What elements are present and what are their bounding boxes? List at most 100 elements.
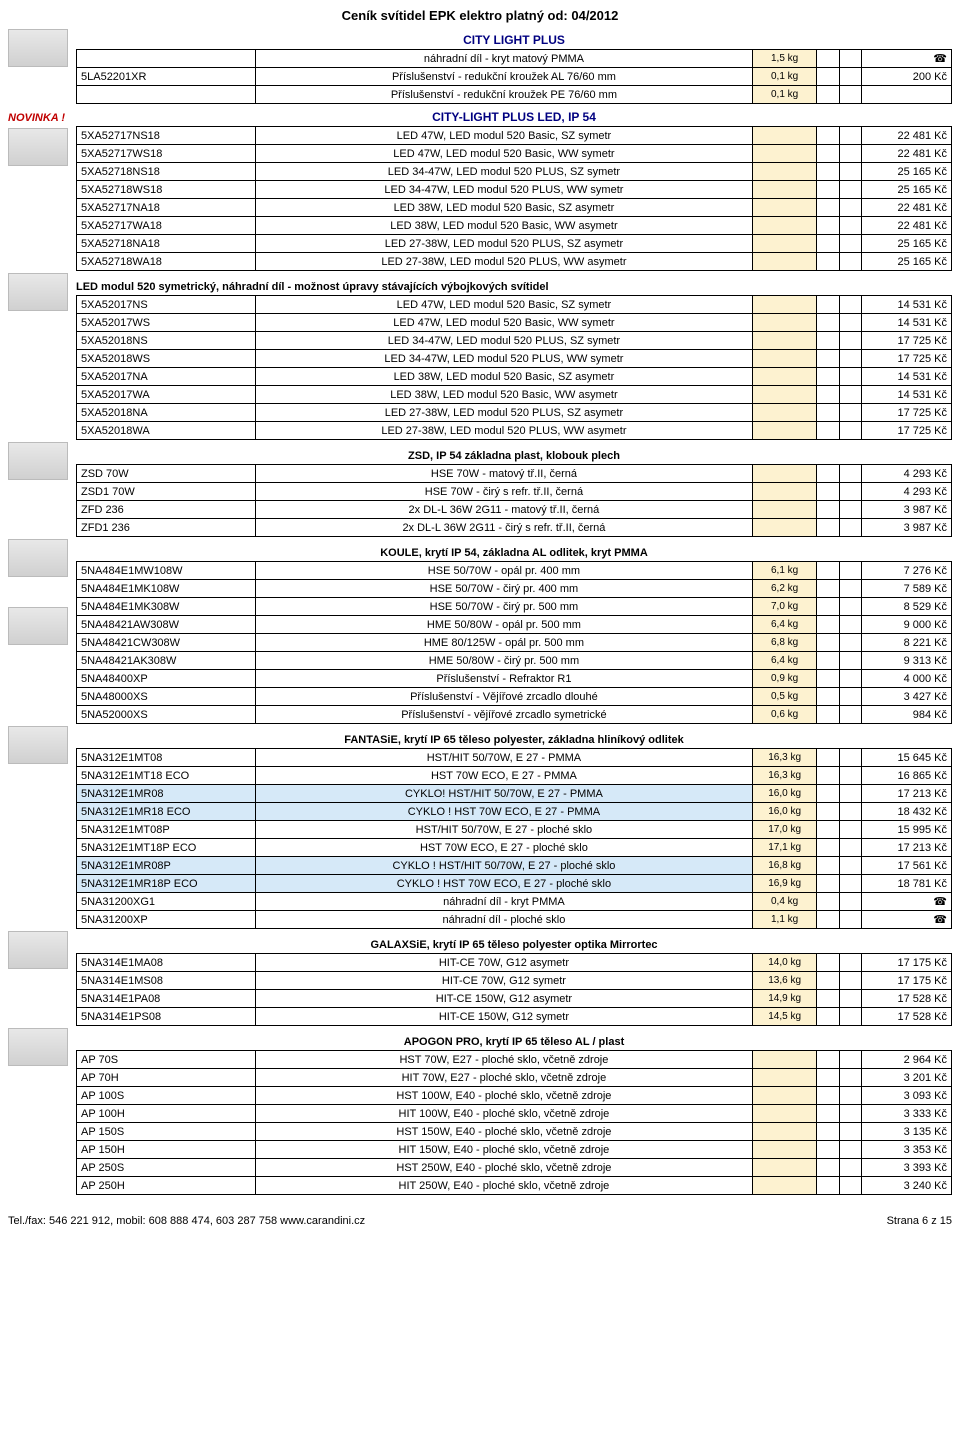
cell: 15 995 Kč bbox=[861, 821, 951, 839]
table-row: 5NA314E1MA08HIT-CE 70W, G12 asymetr14,0 … bbox=[77, 954, 952, 972]
table-row: 5XA52718NS18LED 34-47W, LED modul 520 PL… bbox=[77, 163, 952, 181]
cell bbox=[817, 386, 839, 404]
table-row: 5NA312E1MR18 ECOCYKLO ! HST 70W ECO, E 2… bbox=[77, 803, 952, 821]
cell: Příslušenství - Refraktor R1 bbox=[256, 670, 753, 688]
cell bbox=[817, 314, 839, 332]
cell: 22 481 Kč bbox=[861, 199, 951, 217]
cell bbox=[752, 483, 817, 501]
cell: 14 531 Kč bbox=[861, 296, 951, 314]
table-row: 5NA48421AW308WHME 50/80W - opál pr. 500 … bbox=[77, 616, 952, 634]
cell bbox=[817, 616, 839, 634]
table-row: AP 150SHST 150W, E40 - ploché sklo, včet… bbox=[77, 1123, 952, 1141]
cell: 6,8 kg bbox=[752, 634, 817, 652]
cell bbox=[752, 1159, 817, 1177]
cell bbox=[839, 422, 861, 440]
table-row: 5LA52201XRPříslušenství - redukční krouž… bbox=[77, 68, 952, 86]
cell bbox=[839, 670, 861, 688]
cell bbox=[839, 1141, 861, 1159]
cell bbox=[752, 314, 817, 332]
cell bbox=[817, 972, 839, 990]
cell bbox=[752, 1105, 817, 1123]
cell bbox=[817, 253, 839, 271]
cell: 25 165 Kč bbox=[861, 163, 951, 181]
cell: 984 Kč bbox=[861, 706, 951, 724]
table-row: 5NA48000XSPříslušenství - Vějířové zrcad… bbox=[77, 688, 952, 706]
table-row: náhradní díl - kryt matový PMMA1,5 kg☎ bbox=[77, 50, 952, 68]
cell bbox=[817, 483, 839, 501]
cell bbox=[752, 217, 817, 235]
cell: LED 38W, LED modul 520 Basic, SZ asymetr bbox=[256, 368, 753, 386]
cell: 25 165 Kč bbox=[861, 235, 951, 253]
cell: 3 393 Kč bbox=[861, 1159, 951, 1177]
cell: HME 50/80W - opál pr. 500 mm bbox=[256, 616, 753, 634]
cell: 5XA52717WS18 bbox=[77, 145, 256, 163]
cell bbox=[817, 803, 839, 821]
cell bbox=[839, 235, 861, 253]
table-row: 5NA314E1MS08HIT-CE 70W, G12 symetr13,6 k… bbox=[77, 972, 952, 990]
product-icon bbox=[8, 273, 68, 311]
cell bbox=[839, 580, 861, 598]
cell bbox=[817, 235, 839, 253]
table-row: 5NA314E1PA08HIT-CE 150W, G12 asymetr14,9… bbox=[77, 990, 952, 1008]
cell: 14,0 kg bbox=[752, 954, 817, 972]
cell: 3 427 Kč bbox=[861, 688, 951, 706]
cell: náhradní díl - kryt matový PMMA bbox=[256, 50, 753, 68]
cell: 5XA52718NA18 bbox=[77, 235, 256, 253]
cell bbox=[839, 404, 861, 422]
table-row: 5XA52717WS18LED 47W, LED modul 520 Basic… bbox=[77, 145, 952, 163]
cell bbox=[752, 145, 817, 163]
cell: 5XA52718WA18 bbox=[77, 253, 256, 271]
cell: AP 70H bbox=[77, 1069, 256, 1087]
cell bbox=[839, 483, 861, 501]
cell bbox=[752, 368, 817, 386]
footer-contact: Tel./fax: 546 221 912, mobil: 608 888 47… bbox=[8, 1215, 365, 1227]
cell: 18 781 Kč bbox=[861, 875, 951, 893]
cell bbox=[752, 519, 817, 537]
cell: 5NA314E1MA08 bbox=[77, 954, 256, 972]
cell bbox=[839, 839, 861, 857]
product-icon bbox=[8, 607, 68, 645]
cell: LED 47W, LED modul 520 Basic, WW symetr bbox=[256, 145, 753, 163]
cell: 6,4 kg bbox=[752, 652, 817, 670]
table-row: AP 100SHST 100W, E40 - ploché sklo, včet… bbox=[77, 1087, 952, 1105]
cell: 5XA52718WS18 bbox=[77, 181, 256, 199]
cell: HST/HIT 50/70W, E 27 - ploché sklo bbox=[256, 821, 753, 839]
cell: 17 213 Kč bbox=[861, 785, 951, 803]
cell bbox=[817, 821, 839, 839]
cell bbox=[752, 235, 817, 253]
cell bbox=[817, 706, 839, 724]
cell bbox=[817, 145, 839, 163]
cell bbox=[817, 1123, 839, 1141]
cell bbox=[839, 368, 861, 386]
cell bbox=[817, 990, 839, 1008]
cell: CYKLO ! HST/HIT 50/70W, E 27 - ploché sk… bbox=[256, 857, 753, 875]
cell: 13,6 kg bbox=[752, 972, 817, 990]
cell bbox=[817, 1069, 839, 1087]
cell: 8 529 Kč bbox=[861, 598, 951, 616]
cell bbox=[817, 857, 839, 875]
cell: 17 561 Kč bbox=[861, 857, 951, 875]
cell bbox=[839, 706, 861, 724]
cell: ☎ bbox=[861, 893, 951, 911]
table-row: 5XA52018WALED 27-38W, LED modul 520 PLUS… bbox=[77, 422, 952, 440]
cell: LED 47W, LED modul 520 Basic, SZ symetr bbox=[256, 296, 753, 314]
cell bbox=[752, 163, 817, 181]
product-icon bbox=[8, 931, 68, 969]
cell: 2x DL-L 36W 2G11 - čirý s refr. tř.II, č… bbox=[256, 519, 753, 537]
cell: LED 34-47W, LED modul 520 PLUS, SZ symet… bbox=[256, 332, 753, 350]
cell: 6,4 kg bbox=[752, 616, 817, 634]
table-row: 5NA312E1MR18P ECOCYKLO ! HST 70W ECO, E … bbox=[77, 875, 952, 893]
cell bbox=[839, 253, 861, 271]
cell: 17,1 kg bbox=[752, 839, 817, 857]
cell bbox=[817, 86, 839, 104]
cell bbox=[839, 803, 861, 821]
cell: 25 165 Kč bbox=[861, 253, 951, 271]
cell: 5XA52717WA18 bbox=[77, 217, 256, 235]
cell bbox=[817, 501, 839, 519]
cell: HSE 70W - čirý s refr. tř.II, černá bbox=[256, 483, 753, 501]
table-row: 5NA48400XPPříslušenství - Refraktor R10,… bbox=[77, 670, 952, 688]
table-row: ZFD 2362x DL-L 36W 2G11 - matový tř.II, … bbox=[77, 501, 952, 519]
cell: náhradní díl - kryt PMMA bbox=[256, 893, 753, 911]
footer-page: Strana 6 z 15 bbox=[887, 1215, 952, 1227]
cell: HIT-CE 70W, G12 symetr bbox=[256, 972, 753, 990]
